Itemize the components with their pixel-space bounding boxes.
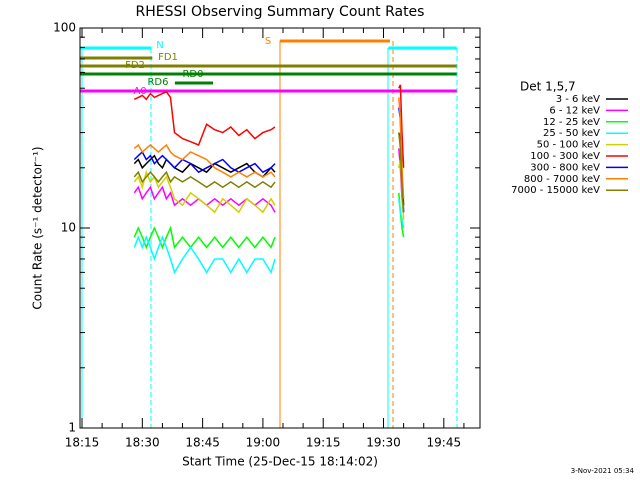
chart-title: RHESSI Observing Summary Count Rates bbox=[136, 4, 425, 20]
legend-label: 3 - 6 keV bbox=[556, 94, 600, 105]
series-line bbox=[133, 198, 405, 275]
flag-label: N bbox=[156, 40, 163, 51]
flag-label: FD2 bbox=[125, 60, 145, 71]
legend-label: 25 - 50 keV bbox=[543, 128, 600, 139]
decor-lines bbox=[81, 41, 458, 428]
y-axis-label: Count Rate (s⁻¹ detector⁻¹) bbox=[31, 146, 45, 309]
x-tick-label: 18:45 bbox=[185, 436, 220, 450]
series-line bbox=[133, 97, 405, 199]
series-line bbox=[133, 84, 405, 168]
flag-label: RD0 bbox=[182, 69, 203, 80]
y-tick-label: 1 bbox=[68, 421, 76, 435]
legend-label: 6 - 12 keV bbox=[549, 105, 600, 116]
x-tick-label: 19:30 bbox=[366, 436, 401, 450]
x-tick-label: 18:15 bbox=[65, 436, 100, 450]
series-line bbox=[133, 132, 405, 213]
flag-label: A0 bbox=[133, 86, 146, 97]
legend-label: 7000 - 15000 keV bbox=[511, 185, 600, 196]
legend-label: 800 - 7000 keV bbox=[524, 174, 600, 185]
x-tick-label: 19:15 bbox=[306, 436, 341, 450]
flag-label: S bbox=[265, 36, 271, 47]
x-axis-label: Start Time (25-Dec-15 18:14:02) bbox=[182, 455, 378, 469]
flag-label: FD1 bbox=[158, 52, 178, 63]
legend-label: 12 - 25 keV bbox=[543, 117, 600, 128]
legend-label: 50 - 100 keV bbox=[537, 140, 601, 151]
flag-label: RD6 bbox=[147, 77, 168, 88]
x-tick-label: 19:45 bbox=[427, 436, 462, 450]
footer: 3-Nov-2021 05:34 bbox=[571, 467, 635, 475]
y-tick-label: 100 bbox=[53, 21, 76, 35]
legend-label: 300 - 800 keV bbox=[530, 162, 600, 173]
legend-title: Det 1,5,7 bbox=[520, 80, 576, 94]
x-tick-label: 19:00 bbox=[246, 436, 281, 450]
x-tick-label: 18:30 bbox=[125, 436, 160, 450]
legend-label: 100 - 300 keV bbox=[530, 151, 600, 162]
y-tick-label: 10 bbox=[61, 221, 76, 235]
